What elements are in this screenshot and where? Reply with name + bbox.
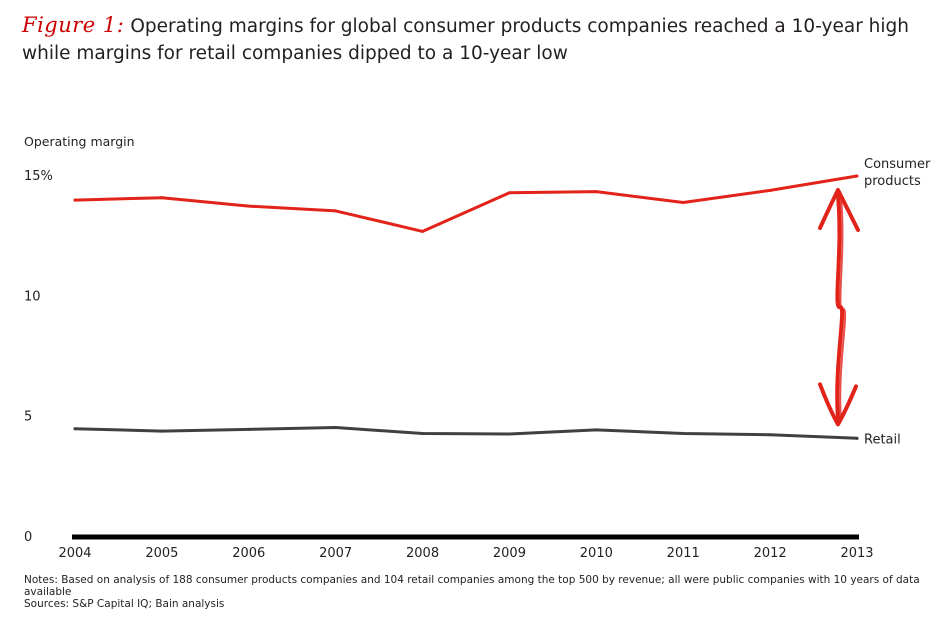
y-tick-label: 15%	[24, 169, 53, 184]
data-point	[681, 432, 685, 436]
data-point	[421, 229, 425, 233]
series-label: Retail	[864, 432, 901, 447]
series-label: Consumer products	[864, 157, 931, 189]
data-point	[247, 427, 251, 431]
arrow-shaft	[835, 194, 845, 421]
data-point	[681, 200, 685, 204]
data-point	[334, 209, 338, 213]
series-labels: Consumer products Retail	[864, 157, 931, 447]
x-tick-label: 2007	[319, 546, 352, 561]
data-point	[594, 190, 598, 194]
x-tick-label: 2005	[145, 546, 178, 561]
x-tick-label: 2012	[754, 546, 787, 561]
data-point	[160, 196, 164, 200]
x-tick-label: 2008	[406, 546, 439, 561]
arrow-head-bottom	[818, 382, 858, 427]
y-axis-label: Operating margin	[24, 134, 135, 149]
y-tick-labels: 0 5 10 15%	[24, 169, 53, 545]
x-tick-label: 2013	[840, 546, 873, 561]
x-tick-label: 2006	[232, 546, 265, 561]
y-tick-label: 0	[24, 530, 32, 545]
chart-title: Figure 1: Operating margins for global co…	[22, 12, 932, 67]
footnotes: Notes: Based on analysis of 188 consumer…	[24, 574, 924, 610]
data-point	[73, 198, 77, 202]
arrow-head-top	[818, 188, 860, 232]
y-tick-label: 10	[24, 289, 41, 304]
data-point	[507, 191, 511, 195]
gap-arrow-annotation	[818, 188, 860, 427]
data-point	[247, 204, 251, 208]
figure-label: Figure 1:	[22, 13, 125, 37]
x-tick-label: 2009	[493, 546, 526, 561]
data-point	[73, 427, 77, 431]
x-tick-label: 2011	[667, 546, 700, 561]
notes-text: Notes: Based on analysis of 188 consumer…	[24, 574, 920, 598]
data-point	[768, 188, 772, 192]
data-point	[507, 432, 511, 436]
x-tick-label: 2004	[58, 546, 91, 561]
y-tick-label: 5	[24, 410, 32, 425]
data-point	[855, 174, 859, 178]
series-lines	[73, 174, 859, 440]
series-line-retail	[73, 426, 859, 440]
data-point	[334, 425, 338, 429]
x-tick-labels: 2004 2005 2006 2007 2008 2009 2010 2011 2012 2013	[58, 546, 873, 561]
x-tick-label: 2010	[580, 546, 613, 561]
data-point	[421, 432, 425, 436]
data-point	[768, 433, 772, 437]
data-point	[594, 428, 598, 432]
sources-text: Sources: S&P Capital IQ; Bain analysis	[24, 598, 225, 610]
arrow-shaft-stroke	[839, 197, 847, 422]
figure-title: Operating margins for global consumer pr…	[22, 16, 910, 64]
series-line-consumer-products	[73, 174, 859, 233]
data-point	[160, 429, 164, 433]
data-point	[855, 436, 859, 440]
